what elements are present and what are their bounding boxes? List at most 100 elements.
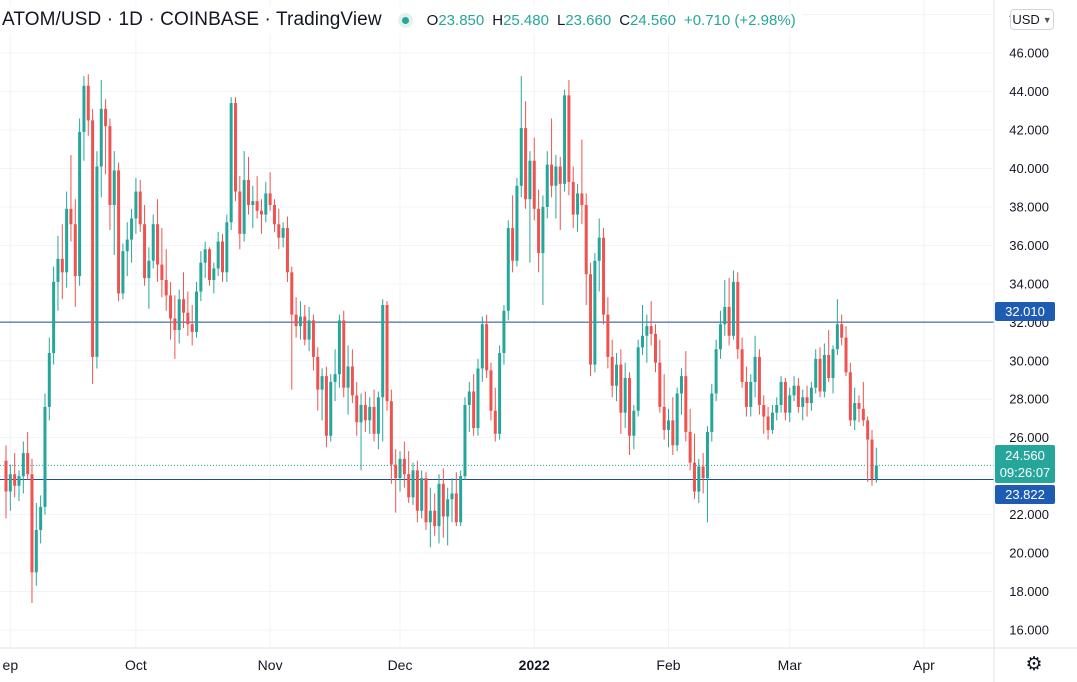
candle-body bbox=[433, 510, 437, 527]
candle bbox=[420, 470, 424, 519]
time-axis-tick-label: Nov bbox=[258, 657, 283, 673]
candle bbox=[714, 339, 718, 402]
candle bbox=[567, 79, 571, 196]
candle-body bbox=[749, 381, 753, 407]
time-axis-tick-label: Apr bbox=[913, 657, 935, 673]
candle bbox=[506, 220, 510, 321]
candle-body bbox=[580, 193, 584, 205]
price-axis-tick-label: 26.000 bbox=[1009, 430, 1049, 445]
candle bbox=[73, 199, 77, 307]
candle-body bbox=[619, 364, 623, 413]
candle-body bbox=[281, 228, 285, 238]
candle bbox=[108, 118, 112, 230]
candle-body bbox=[272, 204, 276, 225]
time-axis-tick-label: 2022 bbox=[519, 657, 550, 673]
market-status-icon[interactable] bbox=[397, 12, 413, 28]
candle-body bbox=[563, 95, 567, 184]
candle-body bbox=[121, 251, 125, 294]
candle bbox=[593, 253, 597, 373]
candle-body bbox=[39, 506, 43, 530]
candle-body bbox=[56, 258, 60, 282]
candle bbox=[311, 314, 315, 371]
level-upper-tag[interactable]: 32.010 bbox=[995, 302, 1055, 321]
currency-select-value: USD bbox=[1012, 12, 1040, 27]
candle-body bbox=[368, 406, 372, 421]
candle-body bbox=[311, 320, 315, 357]
candle bbox=[437, 474, 441, 544]
candle-body bbox=[593, 260, 597, 365]
candle-body bbox=[212, 268, 216, 280]
candle bbox=[476, 358, 480, 436]
candle bbox=[727, 278, 731, 346]
candle bbox=[242, 151, 246, 242]
candle bbox=[130, 208, 134, 263]
candle-body bbox=[524, 128, 528, 200]
candle bbox=[866, 416, 870, 482]
candle-body bbox=[450, 493, 454, 500]
candle-body bbox=[558, 166, 562, 184]
low-value: 23.660 bbox=[565, 11, 612, 29]
candle bbox=[182, 272, 186, 329]
symbol-title[interactable]: ATOM/USD · 1D · COINBASE · TradingView bbox=[2, 9, 382, 30]
candle-body bbox=[796, 385, 800, 407]
candle bbox=[337, 314, 341, 388]
candle bbox=[151, 214, 155, 269]
candle bbox=[645, 314, 649, 363]
time-axis-tick-label: Feb bbox=[656, 657, 680, 673]
candle-body bbox=[355, 395, 359, 423]
candle bbox=[848, 362, 852, 427]
time-axis-tick-label: ep bbox=[3, 657, 19, 673]
candle bbox=[221, 233, 224, 282]
candle-body bbox=[195, 291, 199, 332]
currency-select[interactable]: USD ▼ bbox=[1010, 9, 1054, 30]
candle-body bbox=[316, 356, 320, 390]
horizontal-levels bbox=[0, 321, 994, 481]
candle bbox=[459, 470, 463, 527]
candle-body bbox=[731, 281, 735, 336]
candle-body bbox=[34, 529, 38, 573]
candle-body bbox=[576, 193, 580, 215]
candle-body bbox=[73, 224, 77, 277]
gear-icon[interactable]: ⚙ bbox=[1025, 654, 1043, 675]
candle-body bbox=[99, 108, 103, 167]
candle-body bbox=[666, 420, 670, 430]
candle bbox=[138, 179, 142, 232]
level-lower-tag[interactable]: 23.822 bbox=[995, 485, 1055, 504]
price-axis-tick-label: 46.000 bbox=[1009, 46, 1049, 61]
candle bbox=[147, 247, 151, 309]
candle bbox=[809, 381, 813, 411]
candle bbox=[26, 431, 30, 480]
candle-body bbox=[303, 316, 307, 340]
candle bbox=[39, 495, 43, 544]
candle-body bbox=[554, 166, 558, 186]
candle bbox=[550, 118, 554, 198]
candle bbox=[502, 304, 506, 365]
candle-body bbox=[632, 410, 636, 436]
candle-body bbox=[52, 281, 56, 354]
candle bbox=[576, 183, 580, 232]
candle-body bbox=[47, 353, 51, 407]
candle-body bbox=[117, 170, 121, 294]
close-value: 24.560 bbox=[630, 11, 676, 29]
candle-body bbox=[866, 420, 870, 440]
candle-body bbox=[86, 85, 90, 121]
candle-body bbox=[688, 431, 692, 463]
price-axis-tick-label: 16.000 bbox=[1009, 622, 1049, 637]
candle bbox=[424, 472, 428, 530]
candle bbox=[485, 314, 489, 379]
candle-body bbox=[238, 191, 242, 234]
candle-body bbox=[857, 403, 861, 409]
candle bbox=[91, 108, 95, 384]
candle bbox=[541, 195, 545, 305]
candle bbox=[666, 408, 670, 448]
candle bbox=[558, 156, 562, 230]
candle-body bbox=[679, 376, 683, 394]
candle bbox=[861, 381, 865, 427]
candle-body bbox=[645, 326, 649, 336]
candle-body bbox=[104, 108, 108, 127]
candle-body bbox=[476, 368, 480, 429]
candle-body bbox=[714, 349, 718, 394]
candle-body bbox=[208, 249, 212, 280]
candle bbox=[34, 503, 38, 586]
